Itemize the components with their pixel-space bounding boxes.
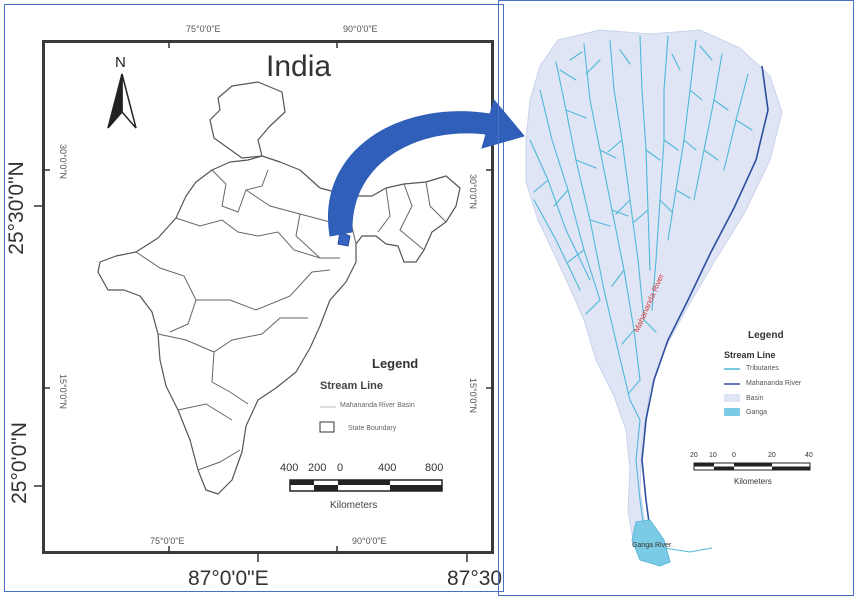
right-legend-item-3: Basin xyxy=(746,395,764,402)
top-lon-label-2: 90°0'0"E xyxy=(343,24,378,34)
right-legend-item-4: Ganga xyxy=(746,409,768,416)
left-scale-tick-4: 400 xyxy=(378,462,397,474)
left-scale-bar xyxy=(289,479,443,492)
right-scale-tick-2: 10 xyxy=(709,452,717,459)
bottom-lon-label-1: 75°0'0"E xyxy=(150,536,185,546)
bottom-lon-label-2: 90°0'0"E xyxy=(352,536,387,546)
right-legend-item-2: Mahananda River xyxy=(746,380,802,387)
outer-lon-label-2: 87°30 xyxy=(447,567,503,590)
right-scale-tick-3: 0 xyxy=(732,452,736,459)
india-map-frame xyxy=(42,40,494,554)
outlet-label: Ganga River xyxy=(632,542,672,549)
right-scale-unit: Kilometers xyxy=(734,477,772,486)
right-legend-title: Legend xyxy=(748,330,784,341)
right-legend-item-1: Tributaries xyxy=(746,365,779,372)
north-label: N xyxy=(115,54,126,71)
mahananda-river-line xyxy=(641,65,769,549)
top-lon-label-1: 75°0'0"E xyxy=(186,24,221,34)
map-title: India xyxy=(266,50,332,83)
ganga-area xyxy=(631,519,671,567)
right-legend-symbols xyxy=(724,368,740,416)
outer-lon-label-1: 87°0'0"E xyxy=(188,567,269,590)
left-legend-subtitle: Stream Line xyxy=(320,380,383,392)
left-scale-tick-2: 200 xyxy=(308,462,327,474)
right-scale-bar xyxy=(693,462,811,471)
left-scale-tick-3: 0 xyxy=(337,462,344,474)
left-legend-title: Legend xyxy=(372,356,419,371)
basin-marker-icon xyxy=(337,231,351,247)
left-legend-symbols xyxy=(319,406,336,433)
india-map-panel xyxy=(4,4,504,592)
left-scale-unit: Kilometers xyxy=(330,500,378,511)
north-arrow-icon xyxy=(107,73,137,129)
left-scale-tick-1: 400 xyxy=(280,462,299,474)
left-legend-item-1: Mahananda River Basin xyxy=(340,402,415,409)
right-scale-tick-1: 20 xyxy=(690,452,698,459)
left-scale-tick-5: 800 xyxy=(425,462,444,474)
right-scale-tick-5: 40 xyxy=(805,452,813,459)
left-legend-item-2: State Boundary xyxy=(348,425,397,432)
right-scale-tick-4: 20 xyxy=(768,452,776,459)
right-legend-subtitle: Stream Line xyxy=(724,350,776,360)
